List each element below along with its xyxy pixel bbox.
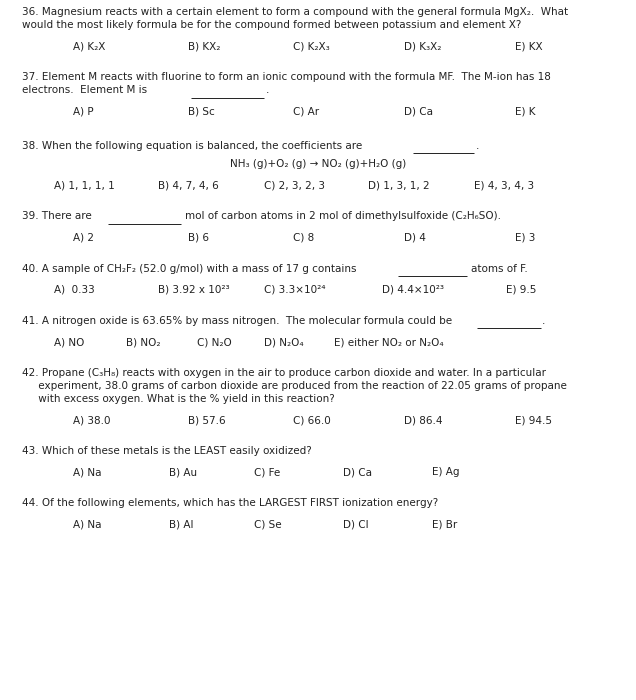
Text: E) K: E) K <box>515 106 536 116</box>
Text: A) Na: A) Na <box>73 519 102 529</box>
Text: D) 86.4: D) 86.4 <box>404 415 443 425</box>
Text: D) 4: D) 4 <box>404 232 425 243</box>
Text: C) Se: C) Se <box>254 519 282 529</box>
Text: D) 4.4×10²³: D) 4.4×10²³ <box>382 285 443 295</box>
Text: E) 9.5: E) 9.5 <box>506 285 536 295</box>
Text: D) 1, 3, 1, 2: D) 1, 3, 1, 2 <box>368 181 429 190</box>
Text: D) K₃X₂: D) K₃X₂ <box>404 41 441 51</box>
Text: NH₃ (g)+O₂ (g) → NO₂ (g)+H₂O (g): NH₃ (g)+O₂ (g) → NO₂ (g)+H₂O (g) <box>230 160 406 169</box>
Text: electrons.  Element M is: electrons. Element M is <box>22 85 151 95</box>
Text: E) Ag: E) Ag <box>432 468 460 477</box>
Text: 37. Element M reacts with fluorine to form an ionic compound with the formula MF: 37. Element M reacts with fluorine to fo… <box>22 72 551 82</box>
Text: A) 38.0: A) 38.0 <box>73 415 111 425</box>
Text: A) Na: A) Na <box>73 468 102 477</box>
Text: 44. Of the following elements, which has the LARGEST FIRST ionization energy?: 44. Of the following elements, which has… <box>22 498 438 508</box>
Text: experiment, 38.0 grams of carbon dioxide are produced from the reaction of 22.05: experiment, 38.0 grams of carbon dioxide… <box>22 381 567 391</box>
Text: E) KX: E) KX <box>515 41 543 51</box>
Text: B) Al: B) Al <box>169 519 193 529</box>
Text: B) 6: B) 6 <box>188 232 209 243</box>
Text: 36. Magnesium reacts with a certain element to form a compound with the general : 36. Magnesium reacts with a certain elem… <box>22 7 569 17</box>
Text: A)  0.33: A) 0.33 <box>54 285 95 295</box>
Text: .: . <box>542 316 545 326</box>
Text: C) 2, 3, 2, 3: C) 2, 3, 2, 3 <box>264 181 325 190</box>
Text: C) Ar: C) Ar <box>293 106 319 116</box>
Text: with excess oxygen. What is the % yield in this reaction?: with excess oxygen. What is the % yield … <box>22 393 335 404</box>
Text: 38. When the following equation is balanced, the coefficients are: 38. When the following equation is balan… <box>22 141 366 150</box>
Text: B) 4, 7, 4, 6: B) 4, 7, 4, 6 <box>158 181 219 190</box>
Text: E) 3: E) 3 <box>515 232 536 243</box>
Text: E) Br: E) Br <box>432 519 458 529</box>
Text: B) Sc: B) Sc <box>188 106 214 116</box>
Text: A) NO: A) NO <box>54 337 85 347</box>
Text: E) either NO₂ or N₂O₄: E) either NO₂ or N₂O₄ <box>334 337 443 347</box>
Text: D) Cl: D) Cl <box>343 519 369 529</box>
Text: .: . <box>266 85 269 95</box>
Text: mol of carbon atoms in 2 mol of dimethylsulfoxide (C₂H₆SO).: mol of carbon atoms in 2 mol of dimethyl… <box>185 211 501 221</box>
Text: B) 3.92 x 10²³: B) 3.92 x 10²³ <box>158 285 230 295</box>
Text: B) NO₂: B) NO₂ <box>126 337 160 347</box>
Text: 43. Which of these metals is the LEAST easily oxidized?: 43. Which of these metals is the LEAST e… <box>22 446 312 456</box>
Text: .: . <box>476 141 479 150</box>
Text: 39. There are: 39. There are <box>22 211 95 221</box>
Text: 41. A nitrogen oxide is 63.65% by mass nitrogen.  The molecular formula could be: 41. A nitrogen oxide is 63.65% by mass n… <box>22 316 455 326</box>
Text: C) K₂X₃: C) K₂X₃ <box>293 41 329 51</box>
Text: A) P: A) P <box>73 106 93 116</box>
Text: D) Ca: D) Ca <box>404 106 433 116</box>
Text: A) 1, 1, 1, 1: A) 1, 1, 1, 1 <box>54 181 115 190</box>
Text: B) Au: B) Au <box>169 468 197 477</box>
Text: B) KX₂: B) KX₂ <box>188 41 220 51</box>
Text: E) 94.5: E) 94.5 <box>515 415 552 425</box>
Text: A) K₂X: A) K₂X <box>73 41 106 51</box>
Text: atoms of F.: atoms of F. <box>471 264 528 274</box>
Text: C) 3.3×10²⁴: C) 3.3×10²⁴ <box>264 285 326 295</box>
Text: C) 8: C) 8 <box>293 232 314 243</box>
Text: D) N₂O₄: D) N₂O₄ <box>264 337 303 347</box>
Text: E) 4, 3, 4, 3: E) 4, 3, 4, 3 <box>474 181 534 190</box>
Text: B) 57.6: B) 57.6 <box>188 415 225 425</box>
Text: would the most likely formula be for the compound formed between potassium and e: would the most likely formula be for the… <box>22 20 522 30</box>
Text: D) Ca: D) Ca <box>343 468 373 477</box>
Text: C) Fe: C) Fe <box>254 468 280 477</box>
Text: C) N₂O: C) N₂O <box>197 337 232 347</box>
Text: A) 2: A) 2 <box>73 232 94 243</box>
Text: 40. A sample of CH₂F₂ (52.0 g/mol) with a mass of 17 g contains: 40. A sample of CH₂F₂ (52.0 g/mol) with … <box>22 264 360 274</box>
Text: C) 66.0: C) 66.0 <box>293 415 330 425</box>
Text: 42. Propane (C₃H₈) reacts with oxygen in the air to produce carbon dioxide and w: 42. Propane (C₃H₈) reacts with oxygen in… <box>22 368 546 378</box>
